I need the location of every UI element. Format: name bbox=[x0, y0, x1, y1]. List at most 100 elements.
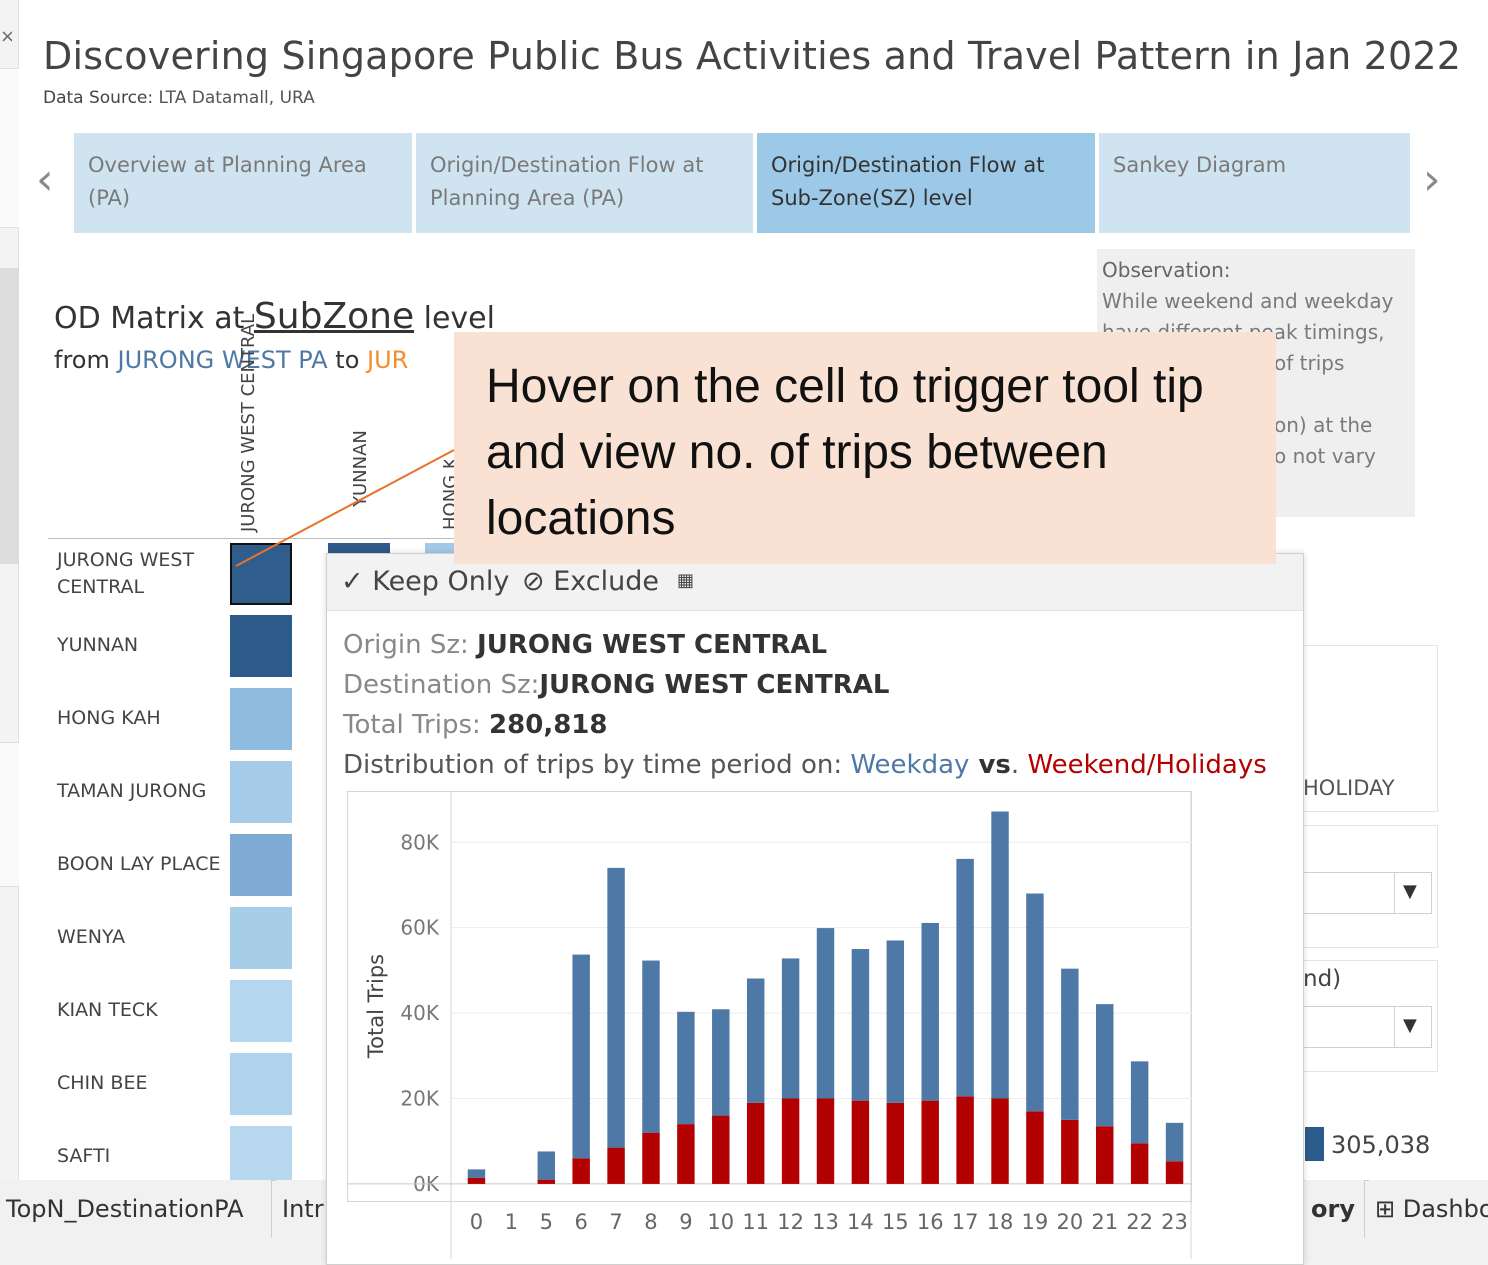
sheet-tab-story[interactable]: ory 1 bbox=[1305, 1180, 1365, 1238]
story-prev-icon[interactable]: ‹ bbox=[36, 154, 54, 205]
bar-weekday bbox=[642, 960, 660, 1133]
tooltip-label: Destination Sz: bbox=[343, 670, 540, 700]
bar-weekday bbox=[746, 978, 765, 1103]
x-tick-label: 7 bbox=[609, 1210, 622, 1234]
origin-pa-selector[interactable]: JURONG WEST PA bbox=[117, 346, 328, 374]
od-matrix-cell[interactable] bbox=[230, 1053, 292, 1115]
x-tick-label: 13 bbox=[812, 1210, 839, 1234]
bar-weekday bbox=[712, 1009, 730, 1116]
bar-weekend bbox=[851, 1100, 870, 1184]
x-tick-label: 9 bbox=[679, 1210, 692, 1234]
x-tick-label: 11 bbox=[742, 1210, 769, 1234]
x-tick-label: 21 bbox=[1091, 1210, 1118, 1234]
sheet-tab[interactable]: Intr bbox=[276, 1180, 326, 1238]
day-type-option[interactable]: HOLIDAY bbox=[1303, 776, 1395, 800]
exclude-button[interactable]: ⊘ Exclude bbox=[522, 566, 659, 597]
x-tick-label: 20 bbox=[1056, 1210, 1083, 1234]
row-label: JURONG WEST CENTRAL bbox=[57, 549, 195, 598]
od-title-text: OD Matrix at bbox=[54, 301, 254, 336]
bar-weekend bbox=[712, 1115, 730, 1184]
bar-weekday bbox=[781, 958, 800, 1099]
cell-tooltip: ✓ Keep Only ⊘ Exclude ▦ Origin Sz: JURON… bbox=[326, 553, 1304, 1265]
story-tab-od-flow-pa[interactable]: Origin/Destination Flow at Planning Area… bbox=[416, 133, 753, 233]
story-next-icon[interactable]: › bbox=[1423, 154, 1441, 205]
x-tick-label: 1 bbox=[505, 1210, 518, 1234]
bar-weekend bbox=[677, 1124, 695, 1184]
od-matrix-cell[interactable] bbox=[230, 907, 292, 969]
page-title: Discovering Singapore Public Bus Activit… bbox=[43, 34, 1462, 78]
callout-pointer-line bbox=[235, 449, 455, 567]
row-label: SAFTI bbox=[57, 1145, 111, 1167]
od-sub-text: from bbox=[54, 346, 118, 374]
od-matrix-cell[interactable] bbox=[230, 761, 292, 823]
tooltip-origin: Origin Sz: JURONG WEST CENTRAL bbox=[343, 630, 827, 660]
keep-only-button[interactable]: ✓ Keep Only bbox=[341, 566, 510, 597]
y-axis-title: Total Trips bbox=[364, 954, 388, 1059]
bar-weekday bbox=[677, 1011, 695, 1125]
close-icon[interactable]: × bbox=[0, 26, 12, 47]
chevron-down-icon[interactable]: ▼ bbox=[1403, 1015, 1417, 1036]
observation-line: on) at the bbox=[1274, 413, 1373, 437]
chevron-down-icon[interactable]: ▼ bbox=[1403, 881, 1417, 902]
observation-line: While weekend and weekday bbox=[1102, 289, 1394, 313]
od-matrix-cell[interactable] bbox=[230, 980, 292, 1042]
row-label: HONG KAH bbox=[57, 707, 161, 729]
x-tick-label: 16 bbox=[917, 1210, 944, 1234]
sheet-tab-dashboard[interactable]: ⊞ Dashbo bbox=[1369, 1180, 1488, 1238]
row-label: CHIN BEE bbox=[57, 1072, 148, 1094]
color-legend-swatch bbox=[1305, 1127, 1324, 1161]
filter-dropdown[interactable] bbox=[1300, 1006, 1432, 1048]
bar-weekday bbox=[1061, 968, 1079, 1120]
od-matrix-cell[interactable] bbox=[230, 1126, 292, 1180]
view-data-icon[interactable]: ▦ bbox=[677, 570, 695, 591]
tooltip-label: . bbox=[1010, 750, 1028, 780]
instruction-callout: Hover on the cell to trigger tool tip an… bbox=[454, 332, 1276, 564]
bar-weekday bbox=[816, 928, 835, 1099]
x-tick-label: 15 bbox=[882, 1210, 909, 1234]
x-tick-label: 5 bbox=[540, 1210, 553, 1234]
callout-pointer bbox=[235, 449, 455, 567]
od-matrix-cell[interactable] bbox=[230, 834, 292, 896]
color-legend-max: 305,038 bbox=[1331, 1131, 1431, 1159]
bar-weekday bbox=[851, 949, 870, 1101]
observation-line: of trips bbox=[1274, 351, 1345, 375]
od-matrix-cell[interactable] bbox=[230, 615, 292, 677]
story-tab-sankey[interactable]: Sankey Diagram bbox=[1099, 133, 1410, 233]
od-matrix-cell[interactable] bbox=[230, 688, 292, 750]
story-tab-overview[interactable]: Overview at Planning Area (PA) bbox=[74, 133, 412, 233]
row-label: WENYA bbox=[57, 926, 126, 948]
data-source: Data Source: LTA Datamall, URA bbox=[43, 88, 315, 108]
filter-panel bbox=[1300, 645, 1438, 812]
observation-title: Observation: bbox=[1102, 258, 1231, 282]
bar-weekend bbox=[781, 1098, 800, 1184]
x-tick-label: 12 bbox=[777, 1210, 804, 1234]
tooltip-label: Origin Sz: bbox=[343, 630, 478, 660]
tooltip-destination: Destination Sz:JURONG WEST CENTRAL bbox=[343, 670, 889, 700]
legend-weekend: Weekend/Holidays bbox=[1027, 750, 1267, 780]
row-label: BOON LAY PLACE bbox=[57, 853, 221, 875]
tooltip-label: vs bbox=[969, 750, 1011, 780]
row-label: KIAN TECK bbox=[57, 999, 158, 1021]
x-tick-label: 6 bbox=[574, 1210, 587, 1234]
tooltip-value: 280,818 bbox=[489, 710, 608, 740]
bar-weekday bbox=[1026, 893, 1044, 1112]
subzone-link[interactable]: SubZone bbox=[253, 296, 415, 337]
x-tick-label: 22 bbox=[1126, 1210, 1153, 1234]
story-tab-od-flow-sz[interactable]: Origin/Destination Flow at Sub-Zone(SZ) … bbox=[757, 133, 1095, 233]
x-tick-label: 18 bbox=[987, 1210, 1014, 1234]
bar-weekend bbox=[537, 1179, 555, 1184]
x-tick-label: 23 bbox=[1161, 1210, 1188, 1234]
sheet-tab[interactable]: TopN_DestinationPA bbox=[0, 1180, 272, 1238]
bar-weekend bbox=[886, 1102, 905, 1184]
od-matrix-title: OD Matrix at SubZone level bbox=[54, 296, 495, 337]
bar-weekday bbox=[467, 1169, 486, 1178]
row-label: TAMAN JURONG bbox=[57, 780, 207, 802]
bar-weekend bbox=[642, 1132, 660, 1184]
bar-weekend bbox=[572, 1158, 590, 1184]
od-matrix-cell[interactable] bbox=[328, 543, 390, 555]
destination-pa-selector[interactable]: JUR bbox=[367, 346, 409, 374]
y-tick-label: 80K bbox=[400, 830, 439, 854]
data-source-value: LTA Datamall, URA bbox=[153, 88, 315, 108]
tooltip-label: Distribution of trips by time period on: bbox=[343, 750, 851, 780]
bar-weekend bbox=[921, 1100, 939, 1184]
